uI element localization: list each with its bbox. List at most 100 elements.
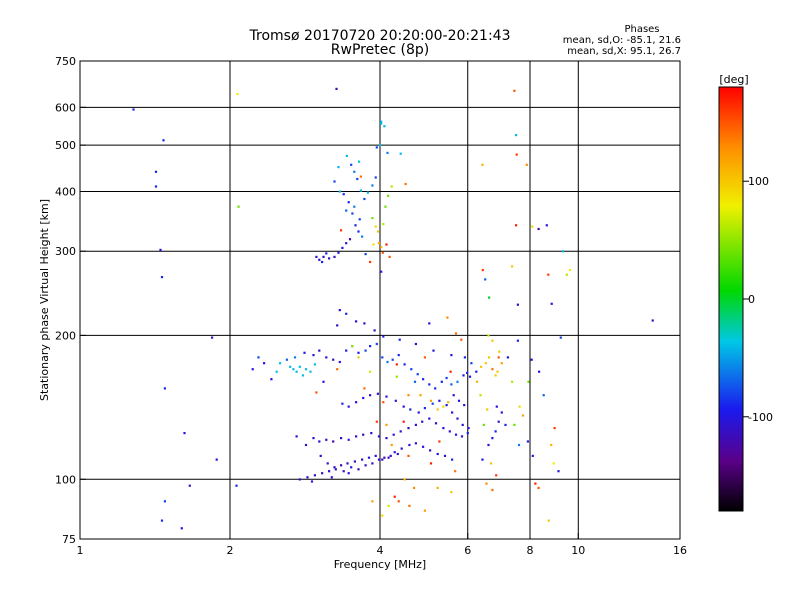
data-point (526, 440, 529, 443)
data-point (387, 456, 390, 459)
data-point (416, 373, 419, 376)
data-point (295, 370, 298, 373)
data-point (414, 342, 417, 346)
data-point (215, 458, 218, 461)
data-point (257, 356, 260, 359)
data-point (350, 466, 353, 469)
data-point (313, 474, 316, 477)
data-point (463, 404, 466, 407)
data-point (391, 358, 394, 361)
data-point (429, 449, 432, 452)
data-point (382, 401, 385, 404)
data-point (180, 527, 183, 530)
data-point (481, 163, 484, 166)
data-point (482, 423, 485, 426)
data-point (303, 351, 306, 354)
data-point (381, 251, 384, 254)
data-point (347, 438, 350, 441)
data-point (160, 276, 164, 279)
data-point (326, 462, 329, 465)
data-point (468, 375, 472, 378)
data-point (211, 336, 214, 339)
data-point (377, 242, 381, 245)
data-point (298, 478, 301, 481)
data-point (312, 437, 315, 440)
data-point (547, 519, 550, 522)
data-point (322, 380, 325, 383)
data-point (434, 422, 438, 425)
data-point (559, 336, 562, 339)
data-point (237, 205, 240, 208)
data-point (392, 433, 395, 436)
data-point (491, 339, 494, 342)
data-point (432, 349, 435, 352)
data-point (448, 430, 451, 433)
data-point (341, 402, 344, 405)
data-point (371, 500, 374, 503)
data-point (295, 435, 298, 438)
data-point (333, 466, 336, 469)
data-point (402, 405, 405, 408)
data-point (310, 480, 314, 483)
y-tick-label: 600 (55, 101, 76, 114)
data-point (537, 486, 540, 489)
data-point (289, 365, 292, 368)
data-point (361, 458, 364, 461)
data-point (450, 383, 453, 386)
data-point (461, 423, 464, 426)
data-point (328, 470, 331, 473)
data-point (557, 470, 560, 473)
data-point (336, 324, 339, 327)
data-point (451, 411, 454, 414)
data-point (342, 470, 345, 473)
data-point (385, 243, 388, 246)
data-point (351, 345, 354, 348)
data-point (381, 514, 384, 517)
y-tick-label: 200 (55, 329, 76, 342)
data-point (521, 414, 525, 417)
data-point (429, 462, 433, 465)
data-point (422, 445, 425, 448)
data-point (450, 354, 453, 357)
data-point (353, 170, 356, 173)
data-point (342, 193, 345, 196)
data-point (321, 260, 324, 264)
data-point (495, 405, 498, 408)
data-point (562, 250, 565, 253)
data-point (336, 368, 339, 371)
data-point (383, 456, 386, 459)
data-point (353, 460, 356, 463)
data-point (487, 443, 490, 447)
data-point (369, 260, 372, 264)
data-point (371, 217, 374, 220)
data-point (470, 362, 473, 365)
data-point (413, 380, 417, 383)
data-point (429, 399, 433, 402)
data-point (334, 468, 337, 471)
data-point (515, 153, 518, 156)
data-point (419, 394, 422, 397)
y-tick-label: 500 (55, 139, 76, 152)
data-point (440, 380, 443, 383)
data-point (340, 464, 343, 467)
data-point (384, 205, 387, 208)
data-point (436, 486, 439, 489)
data-point (413, 486, 416, 489)
data-point (410, 368, 413, 371)
data-point (359, 189, 362, 192)
data-point (292, 368, 295, 371)
phases-title: Phases (624, 24, 659, 35)
data-point (315, 391, 318, 394)
data-point (275, 370, 278, 373)
data-point (371, 462, 374, 465)
data-point (376, 392, 379, 395)
colorbar (718, 86, 744, 512)
x-tick-label: 1 (77, 544, 84, 557)
data-point (270, 378, 273, 381)
data-point (457, 399, 461, 402)
data-point (325, 356, 328, 359)
x-tick-label: 16 (673, 544, 687, 557)
data-point (447, 401, 450, 404)
data-point (516, 339, 519, 342)
data-point (345, 312, 348, 315)
